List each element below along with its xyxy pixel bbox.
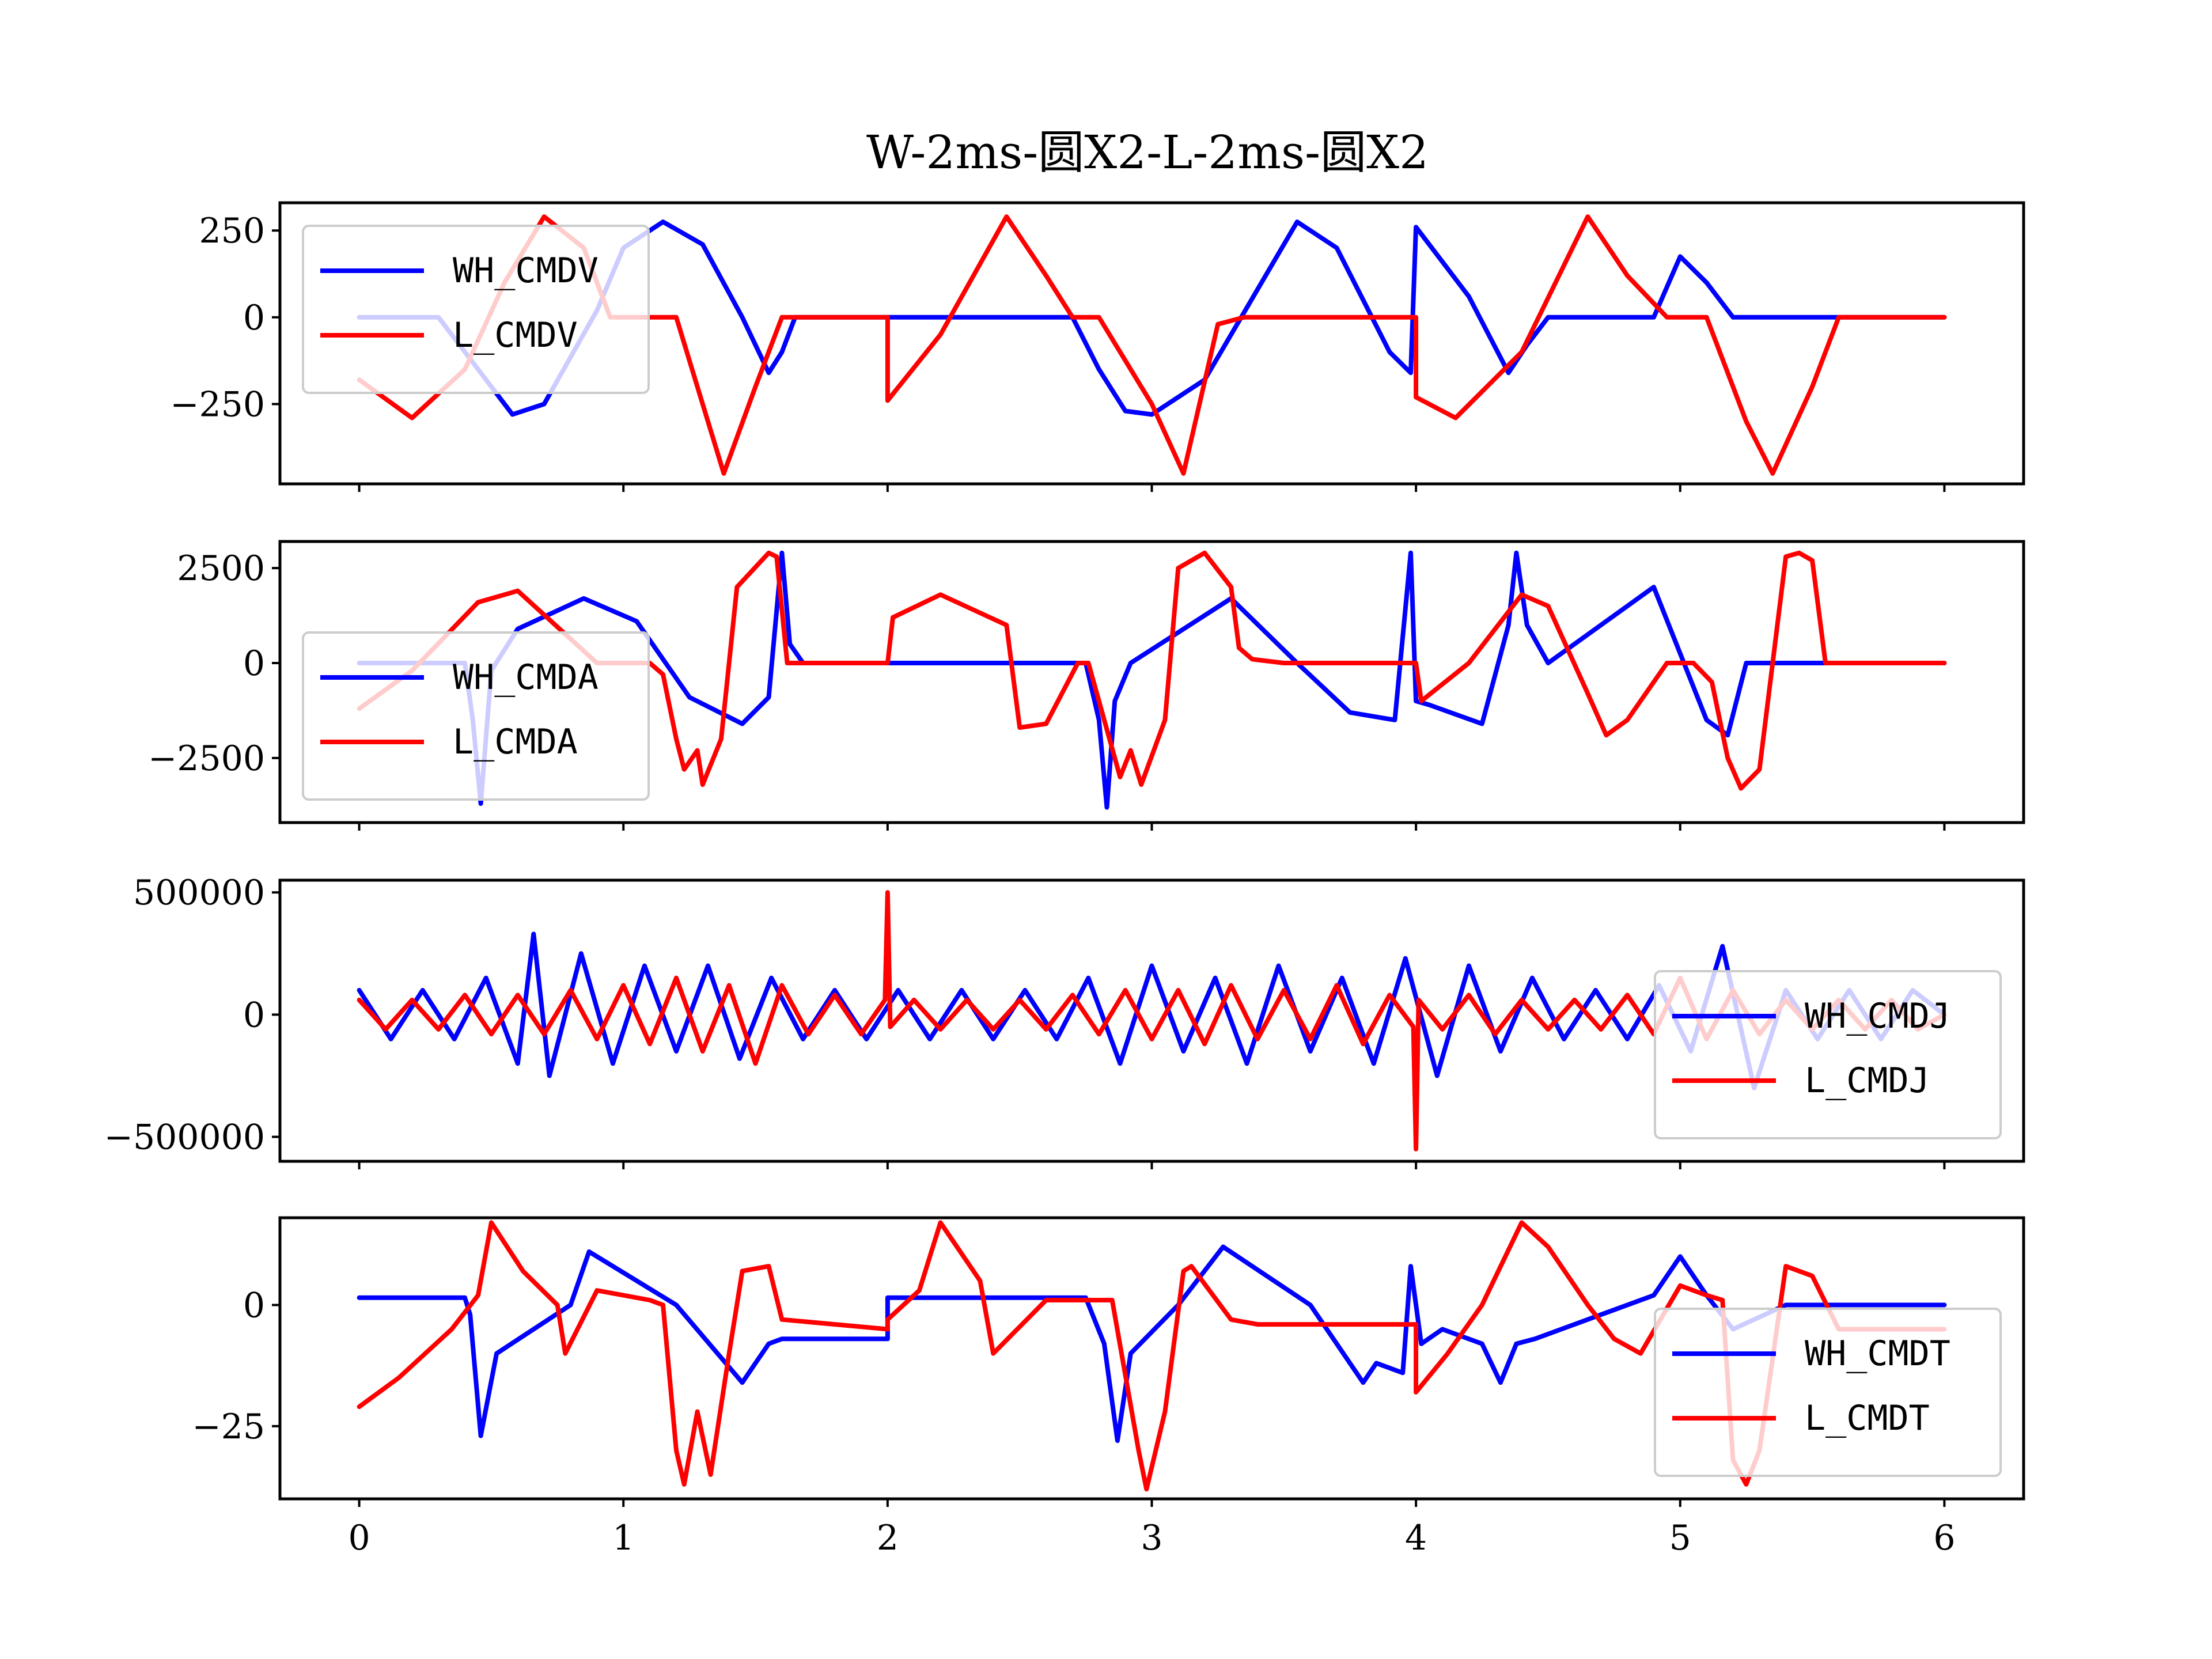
subplots: −2500250WH_CMDVL_CMDV−250002500WH_CMDAL_… (104, 201, 2025, 1558)
x-tick-label: 1 (612, 1518, 634, 1558)
y-tick-label: 2500 (177, 548, 265, 589)
legend-label-l-cmdt: L_CMDT (1805, 1398, 1930, 1438)
legend-box (1654, 1308, 2002, 1477)
legend: WH_CMDV L_CMDV (302, 225, 650, 394)
series-line-l-cmda (357, 550, 1947, 791)
legend-label-wh-cmdv: WH_CMDV (453, 251, 599, 291)
legend-box (302, 225, 650, 394)
series-line-l-cmdt (357, 1220, 1947, 1492)
legend-box (1654, 970, 2002, 1139)
y-tick-label: 500000 (133, 873, 265, 913)
y-tick-label: −500000 (104, 1118, 265, 1158)
x-tick-label: 2 (877, 1518, 899, 1558)
legend-label-wh-cmdj: WH_CMDJ (1805, 996, 1950, 1036)
legend-label-wh-cmdt: WH_CMDT (1805, 1334, 1950, 1374)
y-tick-label: −250 (170, 384, 265, 425)
subplot-1: −250 0 250 WH_CMDV L_CMDV (170, 201, 2025, 492)
y-tick-label: 250 (199, 211, 265, 251)
y-tick-label: 0 (243, 995, 265, 1035)
legend-label-l-cmda: L_CMDA (453, 722, 578, 762)
x-tick-label: 5 (1669, 1518, 1691, 1558)
x-tick-label: 4 (1405, 1518, 1427, 1558)
series-line-wh-cmda (357, 550, 1947, 810)
y-tick-label: 0 (243, 298, 265, 338)
subplot-2: −2500 0 2500 WH_CMDA L_CMDA (148, 540, 2025, 831)
y-tick-label: −2500 (148, 738, 265, 779)
legend-label-wh-cmda: WH_CMDA (453, 657, 599, 698)
legend-label-l-cmdj: L_CMDJ (1805, 1060, 1930, 1101)
y-tick-label: 0 (243, 1285, 265, 1325)
subplot-3: −500000 0 500000 WH_CMDJ L_CMDJ (104, 873, 2025, 1169)
subplot-4: −25 0 0 1 2 3 4 5 6 WH_CMDT L_CMDT (192, 1216, 2025, 1558)
legend: WH_CMDA L_CMDA (302, 631, 650, 801)
x-tick-label: 6 (1933, 1518, 1955, 1558)
x-tick-label: 3 (1141, 1518, 1162, 1558)
x-tick-label: 0 (348, 1518, 370, 1558)
y-tick-label: −25 (192, 1407, 265, 1447)
y-tick-label: 0 (243, 643, 265, 684)
legend: WH_CMDJ L_CMDJ (1654, 970, 2002, 1139)
legend-box (302, 631, 650, 801)
figure-title: W-2ms-圆X2-L-2ms-圆X2 (866, 126, 1429, 179)
legend: WH_CMDT L_CMDT (1654, 1308, 2002, 1477)
legend-label-l-cmdv: L_CMDV (453, 315, 578, 355)
